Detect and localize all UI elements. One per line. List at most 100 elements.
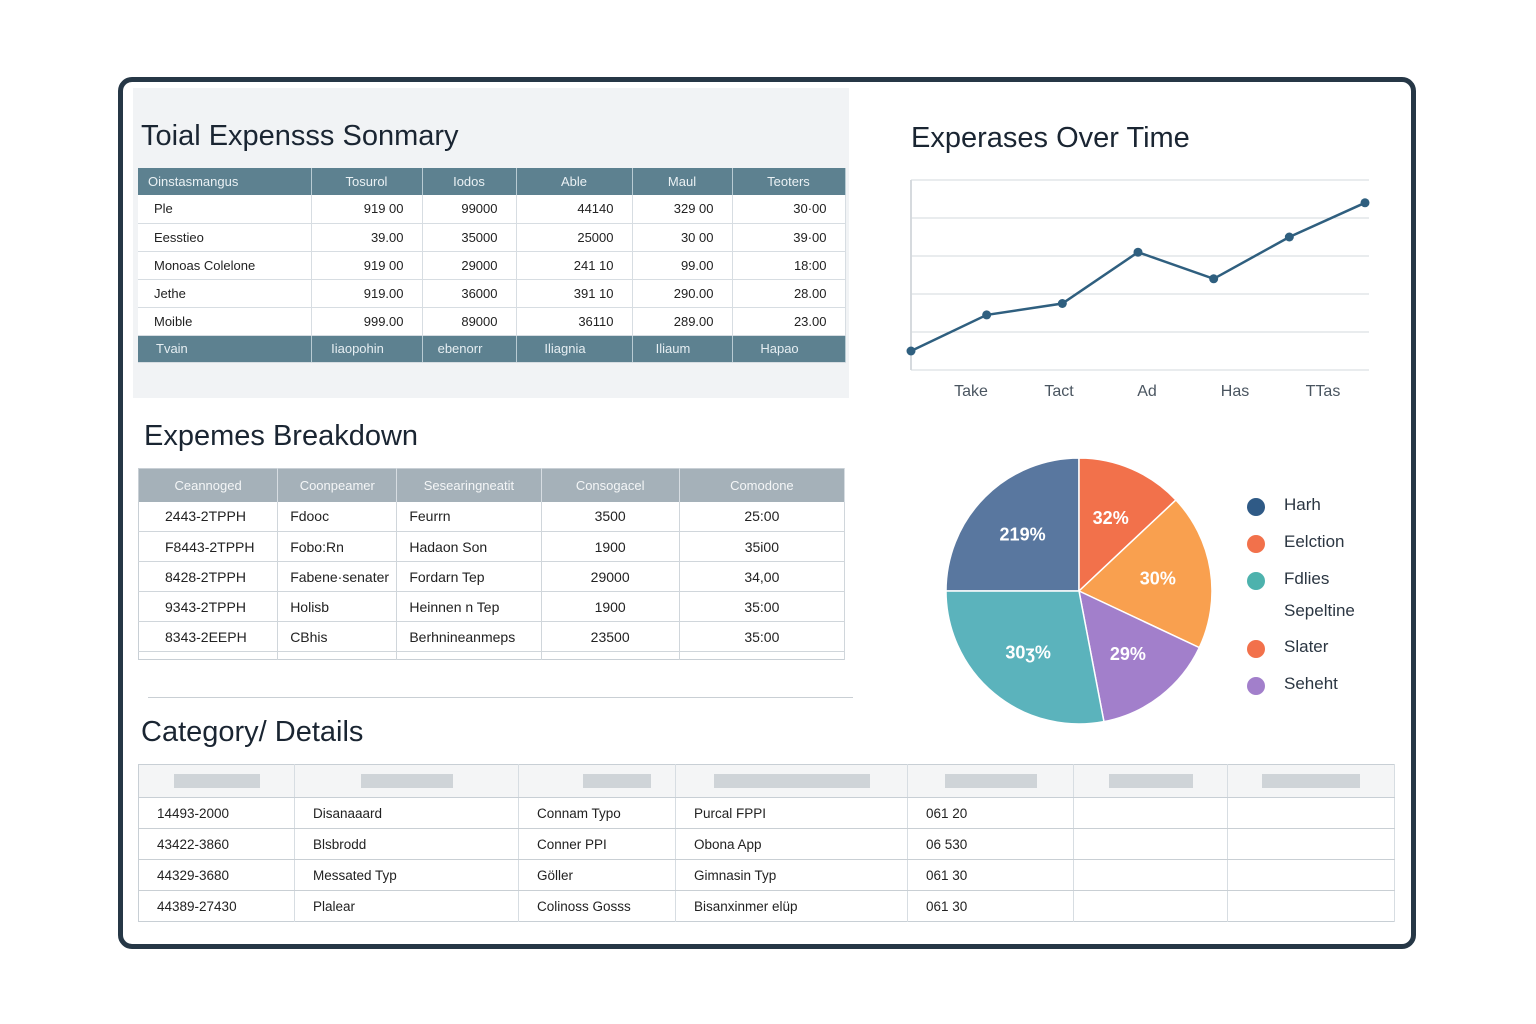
legend-dot <box>1247 535 1265 553</box>
table-cell: 35i00 <box>679 531 846 562</box>
table-cell: 29000 <box>541 561 680 592</box>
table-cell: 391 10 <box>516 279 633 308</box>
table-cell: 1900 <box>541 591 680 622</box>
table-cell <box>1073 797 1228 829</box>
pie-slice-label: 30ʒ% <box>1005 642 1051 662</box>
x-tick-label: Ad <box>1137 383 1157 400</box>
series-line <box>910 201 1366 353</box>
table-cell: 1900 <box>541 531 680 562</box>
expenses-line-chart: Take Tact Ad Has TTas <box>906 179 1370 400</box>
total-cell: Hapao <box>732 335 846 363</box>
summary-col-header[interactable]: Maul <box>632 168 733 195</box>
pie-slice[interactable] <box>1077 498 1213 649</box>
summary-col-header[interactable]: Iodos <box>422 168 517 195</box>
data-point[interactable] <box>982 310 992 320</box>
pie-legend: Harh Eelction Fdlies Sepeltine Slater Se… <box>1247 490 1417 706</box>
table-row[interactable]: Moible 999.00 89000 36110 289.00 23.00 <box>138 307 846 336</box>
table-row[interactable]: Jethe 919.00 36000 391 10 290.00 28.00 <box>138 279 846 308</box>
data-point[interactable] <box>906 346 916 356</box>
data-point[interactable] <box>1133 247 1143 257</box>
summary-col-header[interactable]: Able <box>516 168 633 195</box>
table-cell: 36000 <box>422 279 517 308</box>
details-col-header[interactable] <box>1073 764 1228 798</box>
pie-slice-label: 32% <box>1093 508 1129 528</box>
pie-slice[interactable] <box>945 590 1105 724</box>
table-row[interactable]: 43422-3860 Blsbrodd Conner PPI Obona App… <box>138 828 1395 860</box>
table-cell <box>1073 890 1228 922</box>
table-row[interactable]: 14493-2000 Disanaaard Connam Typo Purcal… <box>138 797 1395 829</box>
breakdown-col-header[interactable]: Consogacel <box>541 468 680 502</box>
legend-item: Eelction <box>1247 527 1417 564</box>
table-row[interactable]: F8443-2TPPH Fobo:Rn Hadaon Son 1900 35i0… <box>138 531 846 562</box>
table-cell-empty <box>138 651 279 660</box>
table-cell: Bisanxinmer elüp <box>675 890 908 922</box>
total-cell: ebenorr <box>422 335 517 363</box>
details-col-header[interactable] <box>907 764 1074 798</box>
table-cell: Disanaaard <box>294 797 519 829</box>
details-col-header[interactable] <box>518 764 676 798</box>
legend-dot <box>1247 677 1265 695</box>
table-cell: Purcal FPPI <box>675 797 908 829</box>
table-row[interactable]: Ple 919 00 99000 44140 329 00 30·00 <box>138 195 846 224</box>
table-cell: 329 00 <box>632 195 733 224</box>
total-cell: Iiaopohin <box>311 335 423 363</box>
breakdown-col-header[interactable]: Sesearingneatit <box>396 468 542 502</box>
table-cell: Hadaon Son <box>396 531 542 562</box>
summary-col-header[interactable]: Oinstasmangus <box>138 168 312 195</box>
table-cell: 34,00 <box>679 561 846 592</box>
table-cell: 89000 <box>422 307 517 336</box>
data-point[interactable] <box>1360 198 1370 208</box>
table-row[interactable]: 2443-2TPPH Fdooc Feurrn 3500 25:00 <box>138 501 846 532</box>
table-row[interactable]: 9343-2TPPH Holisb Heinnen n Tep 1900 35:… <box>138 591 846 622</box>
table-cell: 35:00 <box>679 621 846 652</box>
section-divider <box>148 697 853 698</box>
legend-item: Harh <box>1247 490 1417 527</box>
data-point[interactable] <box>1057 299 1067 308</box>
table-cell: 2443-2TPPH <box>138 501 279 532</box>
summary-col-header[interactable]: Teoters <box>732 168 846 195</box>
summary-col-header[interactable]: Tosurol <box>311 168 423 195</box>
table-row[interactable]: Monoas Colelone 919 00 29000 241 10 99.0… <box>138 251 846 280</box>
table-cell: 44389-27430 <box>138 890 295 922</box>
table-cell: Fobo:Rn <box>277 531 398 562</box>
table-cell-empty <box>541 651 680 660</box>
breakdown-col-header[interactable]: Ceannoged <box>138 468 279 502</box>
pie-slice[interactable] <box>1077 589 1201 723</box>
legend-label: Harh <box>1284 495 1321 514</box>
breakdown-title: Expemes Breakdown <box>144 420 419 452</box>
table-row[interactable]: Eesstieo 39.00 35000 25000 30 00 39·00 <box>138 223 846 252</box>
x-tick-label: Take <box>954 383 988 400</box>
table-cell: Holisb <box>277 591 398 622</box>
legend-label: Eelction <box>1284 532 1345 551</box>
legend-label: Sepeltine <box>1284 601 1355 620</box>
data-point[interactable] <box>1209 274 1219 284</box>
breakdown-col-header[interactable]: Coonpeamer <box>277 468 398 502</box>
table-cell <box>1227 890 1395 922</box>
table-cell: F8443-2TPPH <box>138 531 279 562</box>
details-table: 14493-2000 Disanaaard Connam Typo Purcal… <box>138 764 1395 922</box>
legend-item: Seheht <box>1247 669 1417 706</box>
details-col-header[interactable] <box>1227 764 1395 798</box>
table-cell: 3500 <box>541 501 680 532</box>
header-placeholder <box>360 773 453 788</box>
table-cell: 35:00 <box>679 591 846 622</box>
table-cell-empty <box>679 651 846 660</box>
table-cell: CBhis <box>277 621 398 652</box>
pie-slice[interactable] <box>945 457 1080 592</box>
details-col-header[interactable] <box>138 764 295 798</box>
table-row[interactable]: 8428-2TPPH Fabene·senater Fordarn Tep 29… <box>138 561 846 592</box>
table-cell: 23500 <box>541 621 680 652</box>
pie-slice[interactable] <box>1078 457 1178 593</box>
breakdown-col-header[interactable]: Comodone <box>679 468 846 502</box>
table-row[interactable]: 44389-27430 Plalear Colinoss Gosss Bisan… <box>138 890 1395 922</box>
table-cell: 25000 <box>516 223 633 252</box>
header-placeholder <box>583 773 651 788</box>
table-cell: Moible <box>138 307 312 336</box>
trend-title: Experases Over Time <box>911 122 1190 154</box>
table-row[interactable]: 8343-2EEPH CBhis Berhnineanmeps 23500 35… <box>138 621 846 652</box>
data-point[interactable] <box>1284 232 1294 242</box>
table-cell: 06 530 <box>907 828 1074 860</box>
table-row[interactable]: 44329-3680 Messated Typ Göller Gimnasin … <box>138 859 1395 891</box>
details-col-header[interactable] <box>294 764 519 798</box>
details-col-header[interactable] <box>675 764 908 798</box>
